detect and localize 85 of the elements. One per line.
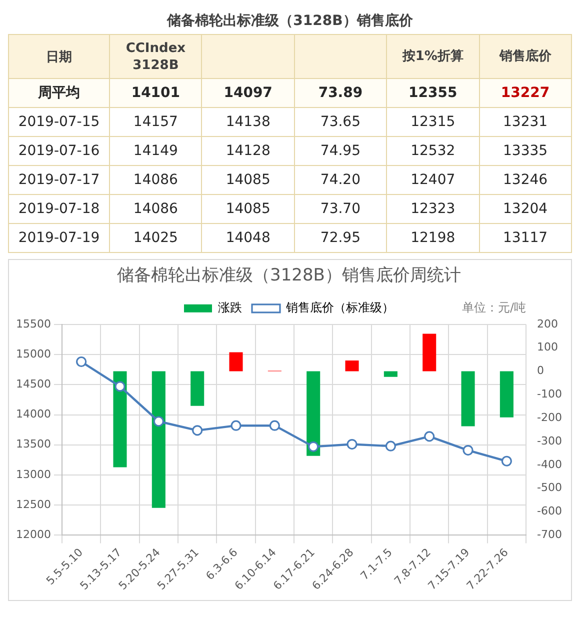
bar [113, 371, 127, 468]
y-tick-label: 2019-07-15 [8, 108, 110, 136]
x-tick-label: 销售底价 [479, 34, 572, 78]
point [501, 456, 512, 466]
data-label: 74.20 [294, 166, 387, 194]
data-label: 14149 [110, 136, 202, 166]
x-tick-label: 按1%折算 [386, 34, 480, 78]
data-label: 14048 [202, 224, 294, 252]
chart-title: 储备棉轮出标准级（3128B）销售底价周统计 [117, 266, 461, 286]
bar [306, 371, 320, 456]
y-tick-label: 2019-07-19 [8, 224, 110, 252]
data-label: 12198 [386, 224, 480, 252]
data-label: 13335 [479, 136, 572, 166]
data-label: 12315 [386, 108, 480, 136]
bar [345, 360, 359, 372]
data-label: 12532 [386, 136, 480, 166]
y-tick-label: 12500 [16, 498, 51, 511]
y-tick-label: 13500 [16, 438, 51, 451]
y2-tick-label: -300 [537, 434, 562, 448]
y2-tick-label: -700 [537, 528, 562, 542]
y2-tick-label: -100 [537, 388, 562, 401]
bar [500, 371, 514, 418]
data-label: 14086 [110, 194, 202, 224]
point [153, 416, 164, 427]
point [230, 420, 242, 431]
x-tick-label: CCIndex 3128B [110, 34, 202, 78]
point [114, 381, 126, 392]
y-tick-label: 2019-07-17 [8, 166, 110, 194]
data-label: 13231 [479, 108, 572, 136]
point [192, 425, 203, 436]
point [346, 438, 358, 450]
y2-tick-label: -400 [537, 458, 562, 471]
y-tick-label: 周平均 [8, 78, 110, 108]
data-label: 14025 [110, 224, 202, 252]
y-tick-label: 14000 [16, 408, 51, 421]
data-label: 73.70 [294, 194, 387, 224]
data-label: 13227 [479, 78, 572, 108]
bar [422, 334, 436, 372]
data-label: 14097 [202, 78, 294, 108]
bar [384, 371, 398, 377]
data-label: 14101 [110, 78, 202, 108]
data-label: 14157 [110, 108, 202, 136]
bar [229, 352, 243, 372]
legend-label: 销售底价（标准级） [285, 300, 394, 315]
data-label: 13204 [479, 194, 572, 224]
data-label: 14085 [202, 166, 294, 194]
data-label: 14085 [202, 194, 294, 224]
chart-title: 储备棉轮出标准级（3128B）销售底价 [166, 12, 414, 31]
legend-label: 涨跌 [218, 300, 242, 315]
point [385, 440, 396, 452]
y2-tick-label: -200 [537, 410, 562, 424]
data-label: 14138 [202, 108, 294, 136]
data-label: 14086 [110, 166, 202, 194]
y-tick-label: 2019-07-16 [8, 136, 110, 166]
y-tick-label: 12000 [16, 528, 51, 542]
y2-tick-label: 0 [537, 364, 544, 378]
y-tick-label: 15000 [16, 347, 51, 360]
y-tick-label: 15500 [16, 317, 51, 330]
point [269, 420, 280, 431]
y-tick-label: 14500 [16, 377, 51, 390]
point [308, 441, 319, 452]
data-label: 74.95 [294, 136, 387, 166]
point [76, 356, 87, 368]
data-label: 14128 [202, 136, 294, 166]
y-tick-label: 13000 [16, 468, 51, 481]
data-label: 12323 [386, 194, 480, 224]
data-label: 12355 [386, 78, 480, 108]
data-label: 13117 [479, 224, 572, 252]
data-label: 72.95 [294, 224, 387, 252]
bar [152, 371, 166, 508]
data-label: 73.65 [294, 108, 387, 136]
data-label: 12407 [386, 166, 480, 194]
y2-tick-label: -500 [537, 481, 562, 494]
text: 单位：元/吨 [462, 300, 526, 315]
y2-tick-label: 100 [537, 340, 558, 354]
bar [461, 371, 475, 426]
point [424, 431, 435, 442]
y2-tick-label: 200 [537, 317, 558, 330]
data-label: 13246 [479, 166, 572, 194]
bar [190, 371, 204, 406]
y2-tick-label: -600 [537, 504, 562, 518]
y-axis-title: 日期 [8, 34, 110, 78]
point [462, 444, 474, 456]
data-label: 73.89 [294, 78, 387, 108]
y-tick-label: 2019-07-18 [8, 194, 110, 224]
